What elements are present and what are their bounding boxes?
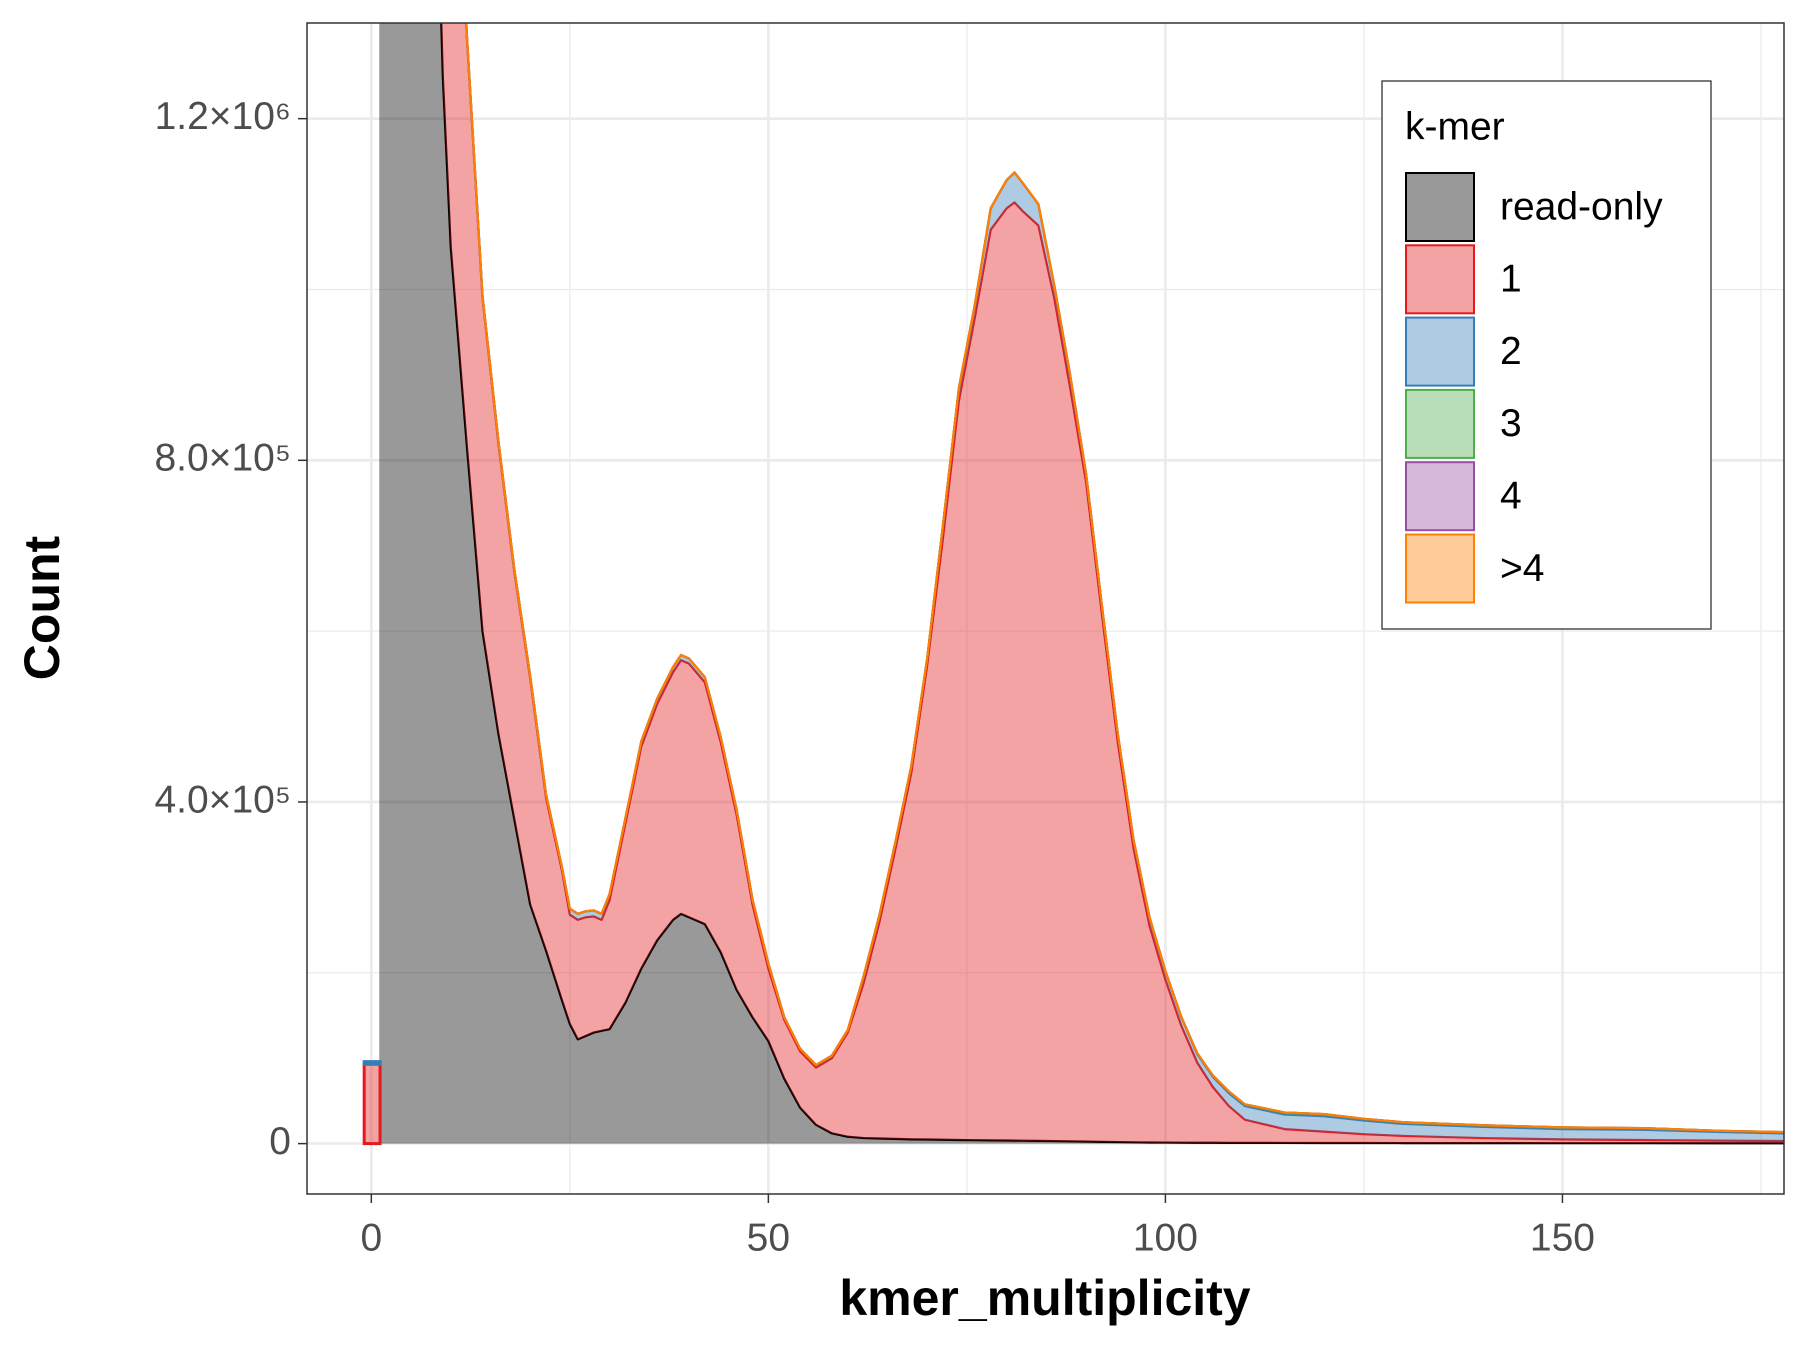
area-outline [440,23,1784,1145]
x-tick-label: 50 [747,1216,790,1259]
area [379,23,1784,1144]
x-tick-label: 150 [1530,1216,1595,1259]
plot-area [362,23,1784,1146]
bar [362,1062,382,1146]
legend-key [1405,533,1475,604]
bar [362,1060,382,1066]
legend-key [1405,244,1475,315]
legend: k-mer read-only 1 2 3 4 >4 [1381,80,1712,630]
panel-border [306,22,1785,1195]
legend-label: >4 [1500,547,1544,590]
legend-key [1405,461,1475,532]
legend-label: 4 [1500,474,1522,517]
x-axis-title: kmer_multiplicity [839,1270,1250,1326]
y-tick-label: 0 [269,1120,291,1163]
legend-key [1405,172,1475,242]
y-tick-label: 1.2×10⁶ [155,95,291,138]
x-tick-label: 0 [360,1216,382,1259]
legend-label: read-only [1500,185,1663,228]
y-tick-label: 4.0×10⁵ [154,778,291,821]
x-tick-label: 100 [1133,1216,1198,1259]
legend-label: 3 [1500,402,1522,445]
legend-key [1405,316,1475,387]
y-tick-label: 8.0×10⁵ [154,437,291,480]
area [441,23,1784,1144]
y-axis-title: Count [14,535,70,680]
legend-label: 2 [1500,330,1522,373]
legend-label: 1 [1500,258,1522,301]
legend-title: k-mer [1405,105,1505,148]
axes: 0 50 100 150 0 4.0×10⁵ 8.0×10⁵ 1.2×10⁶ [154,95,1595,1259]
area-outline [465,23,1784,1134]
legend-key [1405,388,1475,459]
